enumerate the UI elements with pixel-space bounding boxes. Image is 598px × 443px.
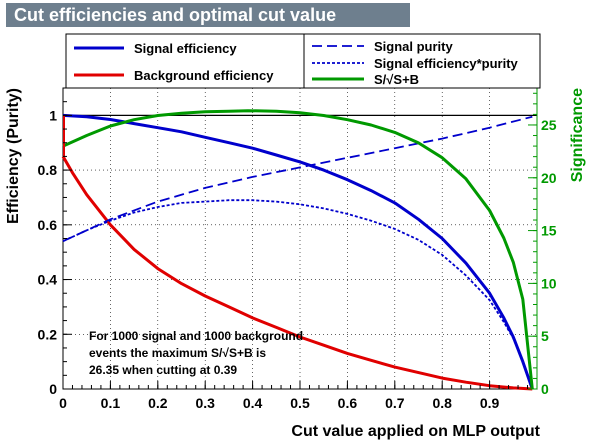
legend-box-left — [65, 33, 305, 89]
signal-efficiency-purity-line — [62, 199, 534, 390]
annotation-line: For 1000 signal and 1000 background — [89, 329, 303, 343]
y-tick-label: 0.6 — [38, 217, 58, 233]
legend-signal-efficiency-purity-label: Signal efficiency*purity — [374, 56, 519, 71]
significance-line — [62, 109, 534, 390]
y-tick-label: 0.2 — [38, 326, 58, 342]
series-layer — [61, 109, 534, 391]
y-axis-label: Efficiency (Purity) — [5, 88, 22, 224]
x-tick-label: 0.2 — [148, 395, 168, 411]
x-tick-label: 0.8 — [432, 395, 452, 411]
y2-tick-label: 20 — [541, 170, 557, 186]
annotation-line: 26.35 when cutting at 0.39 — [89, 363, 237, 377]
x-tick-label: 0.6 — [338, 395, 358, 411]
x-tick-label: 0.4 — [243, 395, 263, 411]
y-tick-label: 0.8 — [38, 162, 58, 178]
y2-tick-label: 15 — [541, 223, 557, 239]
plot-frame — [62, 87, 538, 390]
legend-signal-efficiency-label: Signal efficiency — [134, 41, 237, 56]
axes: 0 0.1 0.2 0.3 0.4 0.5 0.6 0.7 0.8 0.9 0 0.2 0.4 0.6 0.… — [38, 87, 557, 411]
signal-efficiency-line — [62, 113, 534, 390]
y-tick-label: 1 — [49, 107, 57, 123]
legend-signal-purity-label: Signal purity — [374, 39, 454, 54]
grid — [63, 88, 537, 389]
x-tick-label: 0 — [59, 395, 67, 411]
annotation: For 1000 signal and 1000 background event… — [89, 329, 303, 377]
y2-tick-label: 5 — [541, 328, 549, 344]
y-tick-label: 0 — [49, 381, 57, 397]
legend: Signal efficiency Background efficiency Si… — [65, 33, 541, 89]
y-tick-label: 0.4 — [38, 272, 58, 288]
x-tick-label: 0.9 — [480, 395, 500, 411]
title-box: Cut efficiencies and optimal cut value — [6, 3, 410, 27]
x-axis-label: Cut value applied on MLP output — [291, 423, 540, 440]
legend-significance-label: S/√S+B — [374, 72, 419, 87]
signal-purity-line — [62, 115, 533, 243]
x-tick-label: 0.5 — [290, 395, 310, 411]
x-tick-label: 0.7 — [385, 395, 405, 411]
y2-tick-label: 25 — [541, 117, 557, 133]
x-tick-label: 0.3 — [195, 395, 215, 411]
chart-title: Cut efficiencies and optimal cut value — [14, 5, 337, 25]
background-efficiency-line — [61, 155, 533, 391]
y2-tick-label: 0 — [541, 381, 549, 397]
annotation-line: events the maximum S/√S+B is — [89, 346, 266, 360]
y2-axis-label: Significance — [569, 88, 586, 182]
legend-background-efficiency-label: Background efficiency — [134, 68, 274, 83]
x-tick-label: 0.1 — [101, 395, 121, 411]
y2-tick-label: 10 — [541, 275, 557, 291]
